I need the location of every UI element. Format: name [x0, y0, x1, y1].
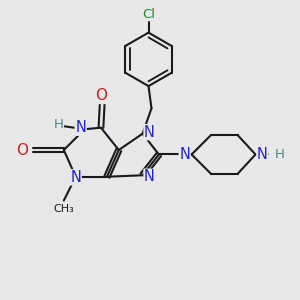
Text: N: N: [179, 147, 190, 162]
Text: O: O: [16, 142, 28, 158]
Text: CH₃: CH₃: [53, 204, 74, 214]
Text: N: N: [70, 170, 81, 185]
Text: H: H: [53, 118, 63, 131]
Text: Cl: Cl: [142, 8, 155, 21]
Text: N: N: [75, 120, 86, 135]
Text: O: O: [95, 88, 107, 104]
Text: N: N: [144, 125, 155, 140]
Text: H: H: [275, 148, 285, 161]
Text: N: N: [257, 147, 268, 162]
Text: N: N: [144, 169, 155, 184]
